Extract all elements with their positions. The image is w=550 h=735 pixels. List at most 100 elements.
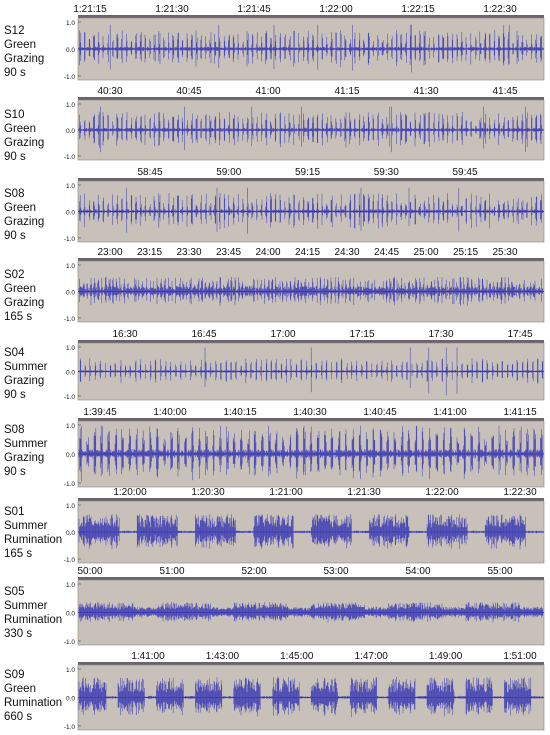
time-tick-label: 52:00	[241, 566, 266, 577]
time-tick-label: 41:00	[255, 86, 280, 97]
y-tick-label: -1.0	[64, 557, 76, 564]
y-tick-label: -1.0	[64, 316, 76, 323]
panel-label-line: S09	[4, 669, 25, 681]
time-tick-label: 1:40:00	[153, 407, 187, 418]
panel-label-line: Grazing	[4, 375, 45, 387]
time-tick-label: 1:39:45	[83, 407, 117, 418]
panel-top-bar	[78, 662, 544, 665]
panel-label: S09 Green Rumination 660 s	[4, 668, 62, 724]
panel-label-line: 90 s	[4, 466, 26, 478]
y-tick-label: -1.0	[64, 481, 76, 488]
time-tick-label: 1:21:30	[347, 487, 381, 498]
waveform-panel: 1:41:00 1:43:00 1:45:00 1:47:00 1:49:00 1:51:…	[64, 651, 545, 731]
time-tick-label: 17:30	[428, 329, 453, 340]
time-tick-label: 24:45	[374, 247, 399, 258]
waveform-panel: 1:20:00 1:20:30 1:21:00 1:21:30 1:22:00 1:22:…	[64, 487, 545, 564]
panel-label-line: Grazing	[4, 53, 45, 65]
panel-label-line: S05	[4, 586, 25, 598]
y-tick-label: 1.0	[66, 667, 75, 674]
y-tick-label: 0.0	[66, 47, 75, 54]
y-tick-label: 0.0	[66, 370, 75, 377]
waveform-panel: 58:45 59:00 59:15 59:30 59:45 1.0 0.0 -1.0	[64, 167, 545, 243]
panel-label-line: S04	[4, 347, 25, 359]
waveform-panel: 50:00 51:00 52:00 53:00 54:00 55:00 1.0 0.0 -1.0	[64, 566, 545, 646]
panel-label-line: Rumination	[4, 697, 63, 709]
time-tick-label: 1:43:00	[206, 651, 240, 662]
panel-label-line: 90 s	[4, 151, 26, 163]
panel-label-line: Summer	[4, 361, 48, 373]
time-tick-label: 25:15	[453, 247, 478, 258]
panel-top-bar	[78, 178, 544, 181]
time-tick-label: 41:45	[492, 86, 517, 97]
panel-label-line: 90 s	[4, 389, 26, 401]
panel-label-line: Grazing	[4, 216, 45, 228]
panel-label-line: 165 s	[4, 311, 33, 323]
panel-label-line: Green	[4, 202, 36, 214]
panel-label: S05 Summer Rumination 330 s	[4, 585, 62, 641]
time-tick-label: 51:00	[159, 566, 184, 577]
time-tick-label: 55:00	[487, 566, 512, 577]
time-tick-label: 1:40:45	[363, 407, 397, 418]
panel-label: S02 Green Grazing 165 s	[4, 268, 44, 324]
time-tick-label: 54:00	[405, 566, 430, 577]
time-tick-label: 1:21:00	[269, 487, 303, 498]
y-tick-label: -1.0	[64, 154, 76, 161]
waveform-panel: 1:39:45 1:40:00 1:40:15 1:40:30 1:40:45 1:41:…	[64, 407, 545, 488]
panel-label: S10 Green Grazing 90 s	[4, 108, 44, 164]
panel-label-line: 660 s	[4, 711, 33, 723]
time-tick-label: 1:22:30	[503, 487, 537, 498]
time-tick-label: 24:00	[255, 247, 280, 258]
panel-top-bar	[78, 498, 544, 501]
y-tick-label: 1.0	[66, 423, 75, 430]
time-tick-label: 25:30	[492, 247, 517, 258]
panel-label-line: Green	[4, 283, 36, 295]
time-tick-label: 59:15	[295, 167, 320, 178]
y-tick-label: -1.0	[64, 74, 76, 81]
panel-label-line: S08	[4, 188, 25, 200]
panel-label-line: Summer	[4, 520, 48, 532]
y-tick-label: 1.0	[66, 20, 75, 27]
time-tick-label: 24:15	[295, 247, 320, 258]
time-tick-label: 50:00	[77, 566, 102, 577]
time-tick-label: 1:47:00	[355, 651, 389, 662]
time-tick-label: 17:15	[349, 329, 374, 340]
y-tick-label: 1.0	[66, 503, 75, 510]
time-tick-label: 1:22:00	[425, 487, 459, 498]
panel-label: S08 Summer Grazing 90 s	[4, 423, 47, 479]
panel-label-line: Summer	[4, 438, 48, 450]
panel-label-line: 90 s	[4, 67, 26, 79]
panel-label: S08 Green Grazing 90 s	[4, 187, 44, 243]
time-tick-label: 24:30	[334, 247, 359, 258]
y-tick-label: 1.0	[66, 263, 75, 270]
time-tick-label: 1:20:30	[191, 487, 225, 498]
y-tick-label: 0.0	[66, 452, 75, 459]
panel-top-bar	[78, 418, 544, 421]
y-tick-label: 1.0	[66, 582, 75, 589]
time-tick-label: 1:41:00	[433, 407, 467, 418]
time-tick-label: 1:49:00	[429, 651, 463, 662]
panel-label-line: Grazing	[4, 137, 45, 149]
y-tick-label: 1.0	[66, 102, 75, 109]
panel-label-line: 165 s	[4, 548, 33, 560]
y-tick-label: 0.0	[66, 530, 75, 537]
time-tick-label: 1:40:15	[223, 407, 257, 418]
time-tick-label: 16:45	[191, 329, 216, 340]
panel-top-bar	[78, 258, 544, 261]
y-tick-label: -1.0	[64, 639, 76, 646]
time-tick-label: 1:22:15	[401, 4, 435, 15]
panel-label-line: Rumination	[4, 534, 63, 546]
panel-label-line: Green	[4, 39, 36, 51]
time-tick-label: 23:15	[137, 247, 162, 258]
panel-label: S04 Summer Grazing 90 s	[4, 346, 47, 402]
time-tick-label: 40:45	[176, 86, 201, 97]
time-tick-label: 23:00	[97, 247, 122, 258]
panel-label-line: S12	[4, 25, 25, 37]
time-tick-label: 17:00	[270, 329, 295, 340]
panel-label-line: S10	[4, 109, 25, 121]
waveform-panel: 1:21:15 1:21:30 1:21:45 1:22:00 1:22:15 1:22:…	[64, 4, 545, 81]
panel-label-line: S08	[4, 424, 25, 436]
time-tick-label: 1:41:00	[131, 651, 165, 662]
time-tick-label: 1:21:45	[237, 4, 271, 15]
time-tick-label: 59:45	[452, 167, 477, 178]
y-tick-label: 1.0	[66, 183, 75, 190]
